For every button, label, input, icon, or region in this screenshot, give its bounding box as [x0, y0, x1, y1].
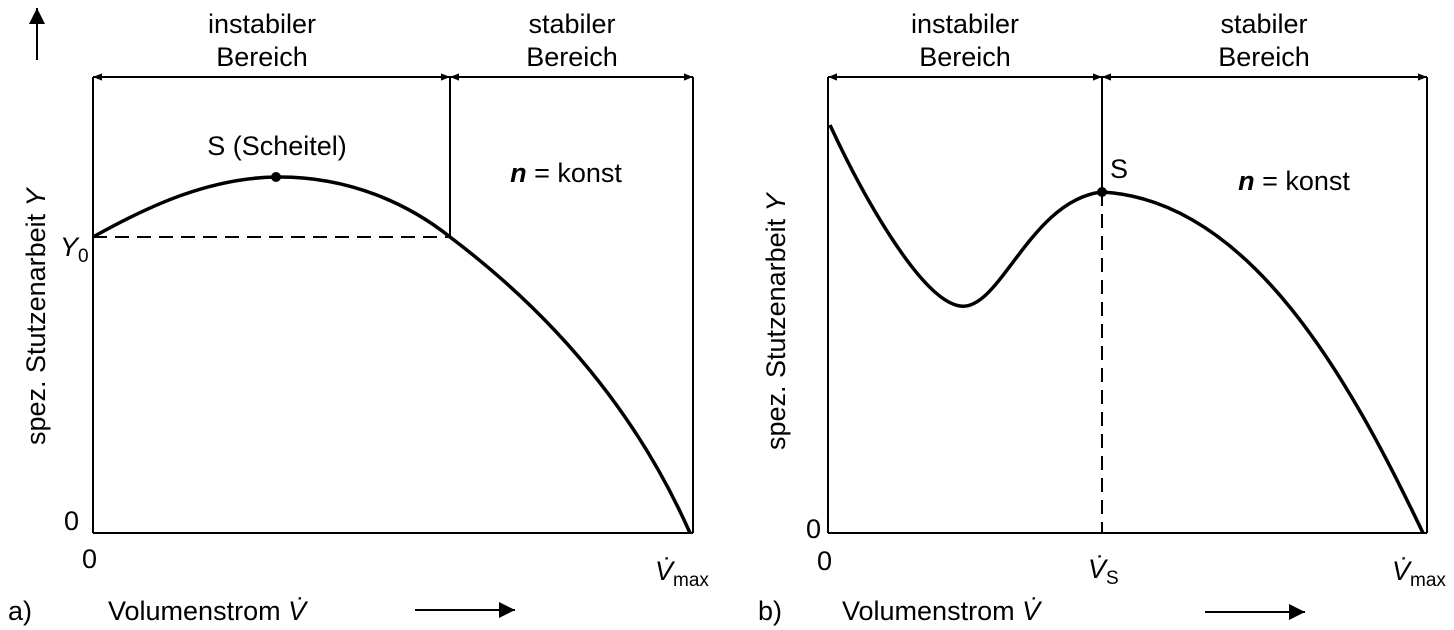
- region-label: instabiler: [208, 9, 316, 39]
- speed-label: n = konst: [1238, 166, 1350, 196]
- x-zero: 0: [817, 546, 832, 576]
- curve: [828, 124, 1425, 534]
- text: = konst: [1262, 166, 1350, 196]
- region-label: Bereich: [216, 42, 308, 72]
- vs-label: V̇S: [1088, 554, 1119, 589]
- symbol: V̇: [288, 596, 309, 626]
- region-label: instabiler: [911, 9, 1019, 39]
- symbol: Y: [761, 191, 791, 211]
- y-axis-label: spez. Stutzenarbeit Y: [761, 191, 791, 450]
- panel-a: instabiler Bereich stabiler Bereich S (S…: [8, 8, 709, 626]
- sub: max: [673, 570, 709, 591]
- symbol: V̇: [1022, 596, 1043, 626]
- text: Volumenstrom: [842, 596, 1015, 626]
- vmax-label: V̇max: [655, 556, 709, 591]
- speed-label: n = konst: [510, 158, 622, 188]
- symbol: Y: [21, 186, 51, 206]
- region-label: Bereich: [526, 42, 618, 72]
- vmax-label: V̇max: [1392, 556, 1446, 591]
- text: spez. Stutzenarbeit: [21, 213, 51, 445]
- y-axis-label: spez. Stutzenarbeit Y: [21, 186, 51, 445]
- base: V̇: [1088, 554, 1109, 584]
- point-label: S (Scheitel): [207, 131, 347, 161]
- curve: [92, 175, 692, 534]
- apex-point: [1097, 187, 1107, 197]
- x-axis-label: Volumenstrom V̇: [842, 596, 1043, 626]
- text: spez. Stutzenarbeit: [761, 218, 791, 450]
- panel-label: a): [8, 596, 32, 626]
- y-zero: 0: [64, 506, 79, 536]
- apex-point: [271, 172, 281, 182]
- point-label: S: [1110, 154, 1128, 184]
- y-zero: 0: [806, 514, 821, 544]
- y0-label: Y0: [60, 232, 89, 267]
- region-label: Bereich: [919, 42, 1011, 72]
- symbol: n: [1238, 166, 1255, 196]
- symbol: n: [510, 158, 527, 188]
- base: V̇: [655, 556, 676, 586]
- text: Volumenstrom: [108, 596, 281, 626]
- base: V̇: [1392, 556, 1413, 586]
- sub: max: [1410, 570, 1446, 591]
- base: Y: [60, 232, 80, 262]
- text: = konst: [534, 158, 622, 188]
- x-zero: 0: [82, 544, 97, 574]
- region-label: stabiler: [528, 9, 615, 39]
- panel-label: b): [758, 596, 782, 626]
- panel-b: instabiler Bereich stabiler Bereich S n …: [758, 9, 1446, 626]
- x-axis-label: Volumenstrom V̇: [108, 596, 309, 626]
- region-label: Bereich: [1218, 42, 1310, 72]
- sub: S: [1106, 568, 1119, 589]
- region-label: stabiler: [1220, 9, 1307, 39]
- sub: 0: [78, 246, 89, 267]
